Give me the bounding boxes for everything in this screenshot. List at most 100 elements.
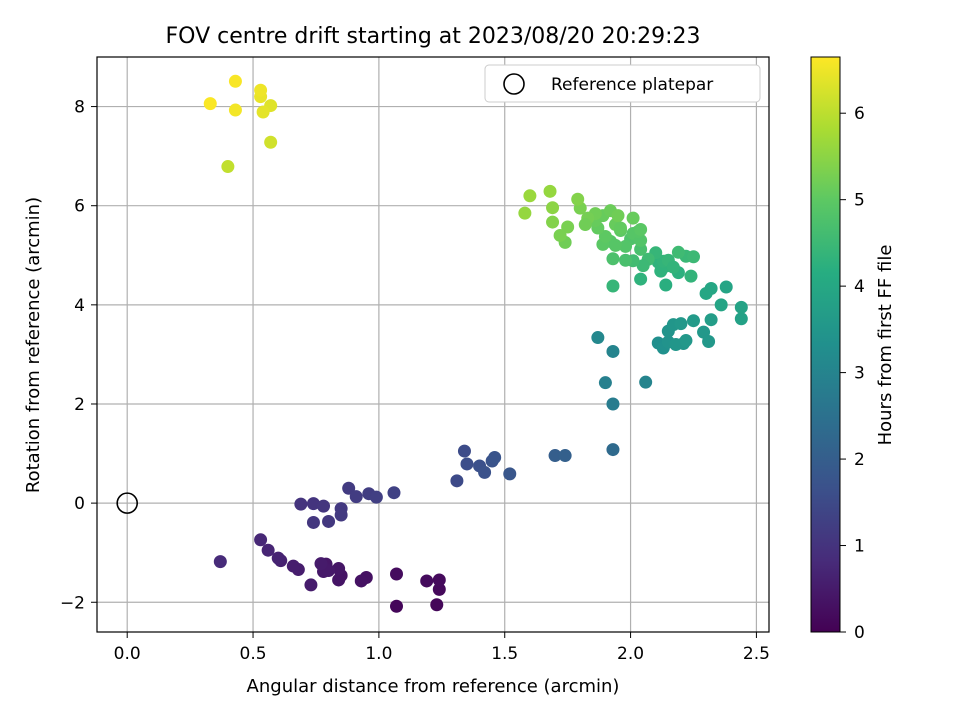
data-point bbox=[349, 490, 363, 504]
x-axis-label: Angular distance from reference (arcmin) bbox=[247, 676, 620, 697]
data-point bbox=[264, 135, 278, 149]
colorbar-gradient bbox=[810, 56, 841, 633]
data-point bbox=[306, 497, 320, 511]
data-point bbox=[342, 481, 356, 495]
data-point bbox=[611, 209, 625, 223]
colorbar-tick-label: 3 bbox=[854, 364, 865, 384]
data-point bbox=[518, 206, 532, 220]
data-point bbox=[561, 220, 575, 234]
data-point bbox=[432, 582, 446, 596]
data-point bbox=[546, 215, 560, 229]
data-point bbox=[639, 375, 653, 389]
data-point bbox=[254, 83, 268, 97]
y-tick-label: 2 bbox=[74, 395, 85, 415]
y-tick-label: 0 bbox=[74, 494, 85, 514]
data-point bbox=[734, 312, 748, 326]
data-point bbox=[548, 449, 562, 463]
data-point bbox=[450, 474, 464, 488]
data-point bbox=[503, 467, 517, 481]
data-point bbox=[606, 443, 620, 457]
legend: Reference platepar bbox=[484, 64, 761, 103]
legend-marker-icon bbox=[503, 73, 525, 95]
data-point bbox=[254, 533, 268, 547]
y-tick-label: 6 bbox=[74, 197, 85, 217]
data-point bbox=[606, 279, 620, 293]
data-point bbox=[719, 280, 733, 294]
data-point bbox=[734, 300, 748, 314]
data-point bbox=[571, 192, 585, 206]
data-point bbox=[591, 331, 605, 345]
chart-title: FOV centre drift starting at 2023/08/20 … bbox=[166, 24, 701, 49]
data-point bbox=[686, 250, 700, 264]
y-tick-label: 4 bbox=[74, 296, 85, 316]
data-point bbox=[704, 313, 718, 327]
data-point bbox=[659, 278, 673, 292]
data-points bbox=[203, 74, 748, 613]
data-point bbox=[420, 574, 434, 588]
data-point bbox=[261, 543, 275, 557]
colorbar-tick-label: 6 bbox=[854, 104, 865, 124]
reference-marker bbox=[116, 492, 139, 514]
data-point bbox=[543, 184, 557, 198]
data-point bbox=[314, 557, 328, 571]
plot-frame bbox=[96, 56, 770, 633]
y-tick-label: −2 bbox=[60, 593, 85, 613]
data-point bbox=[430, 598, 444, 612]
y-axis-ticks: −2 0 2 4 6 8 bbox=[60, 98, 97, 613]
data-point bbox=[606, 397, 620, 411]
x-tick-label: 1.0 bbox=[365, 644, 392, 664]
data-point bbox=[304, 578, 318, 592]
data-point bbox=[578, 218, 592, 232]
data-point bbox=[213, 555, 227, 569]
data-point bbox=[546, 201, 560, 215]
data-point bbox=[322, 514, 336, 528]
data-point bbox=[598, 229, 612, 243]
data-point bbox=[228, 74, 242, 88]
x-tick-label: 2.5 bbox=[743, 644, 770, 664]
data-point bbox=[432, 573, 446, 587]
data-point bbox=[390, 567, 404, 581]
data-point bbox=[636, 259, 650, 273]
y-axis-label: Rotation from reference (arcmin) bbox=[23, 197, 44, 493]
data-point bbox=[666, 260, 680, 274]
data-point bbox=[714, 298, 728, 312]
colorbar: 0 1 2 3 4 5 6 Hours from first FF file bbox=[810, 56, 896, 643]
colorbar-label: Hours from first FF file bbox=[875, 245, 896, 446]
data-point bbox=[306, 515, 320, 529]
data-point bbox=[460, 457, 474, 471]
data-point bbox=[332, 562, 346, 576]
data-point bbox=[686, 314, 700, 328]
data-point bbox=[553, 228, 567, 242]
data-point bbox=[256, 105, 270, 119]
data-point bbox=[523, 189, 537, 203]
data-point bbox=[488, 451, 502, 465]
colorbar-tick-label: 2 bbox=[854, 450, 865, 470]
data-point bbox=[387, 486, 401, 500]
y-tick-label: 8 bbox=[74, 98, 85, 118]
data-point bbox=[286, 559, 300, 573]
data-point bbox=[634, 242, 648, 256]
data-point bbox=[221, 160, 235, 174]
data-point bbox=[674, 317, 688, 331]
data-point bbox=[390, 599, 404, 613]
data-point bbox=[558, 449, 572, 463]
x-tick-label: 2.0 bbox=[617, 644, 644, 664]
data-point bbox=[294, 497, 308, 511]
colorbar-tick-label: 5 bbox=[854, 191, 865, 211]
data-point bbox=[598, 376, 612, 390]
data-point bbox=[699, 286, 713, 300]
data-point bbox=[679, 334, 693, 348]
data-point bbox=[634, 272, 648, 286]
colorbar-tick-label: 0 bbox=[854, 623, 865, 643]
data-point bbox=[271, 551, 285, 565]
x-tick-label: 0.0 bbox=[114, 644, 141, 664]
data-point bbox=[203, 97, 217, 111]
colorbar-tick-label: 1 bbox=[854, 537, 865, 557]
data-point bbox=[684, 269, 698, 283]
data-point bbox=[619, 253, 633, 267]
legend-box bbox=[484, 64, 761, 103]
data-point bbox=[626, 211, 640, 225]
data-point bbox=[619, 239, 633, 253]
x-axis-ticks: 0.0 0.5 1.0 1.5 2.0 2.5 bbox=[114, 632, 770, 664]
